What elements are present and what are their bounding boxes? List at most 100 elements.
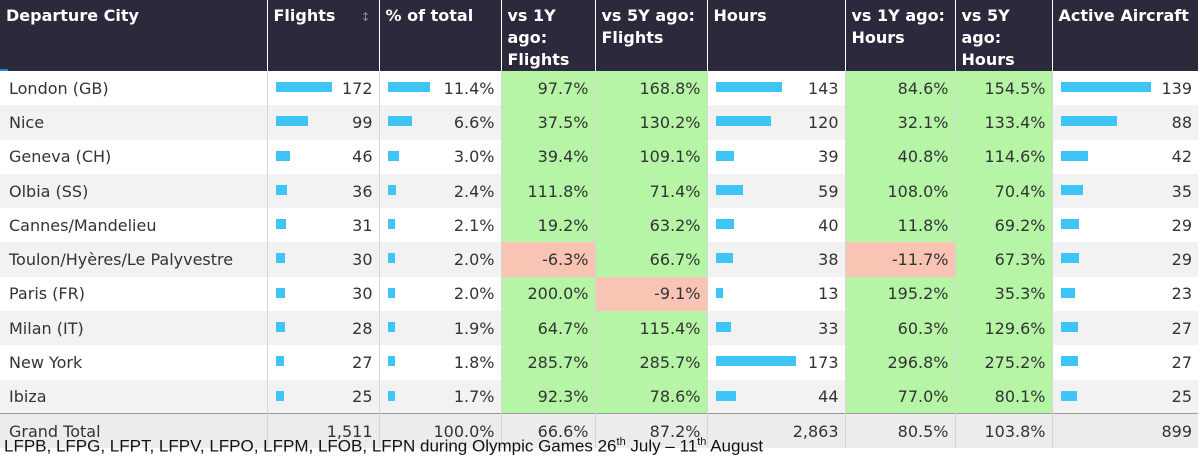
cell-value: 39.4% — [537, 147, 589, 167]
cell-active-aircraft: 25 — [1051, 379, 1198, 414]
cell-value: 39 — [818, 147, 839, 167]
cell-vs-1y-hours: -11.7% — [844, 242, 955, 277]
grand-total-row: Grand Total 1,511 100.0% 66.6% 87.2% 2,863 80.… — [0, 413, 1198, 448]
header-active-aircraft[interactable]: Active Aircraft — [1051, 0, 1198, 71]
cell-vs-5y-flights: 109.1% — [594, 139, 707, 174]
cell-vs-1y-hours: 84.6% — [844, 71, 955, 106]
cell-value: 173 — [807, 353, 839, 373]
cell-value: 36 — [352, 181, 373, 201]
cell-pct-of-total: 2.0% — [378, 242, 501, 277]
header-vs-5y-hours[interactable]: vs 5Y ago: Hours — [954, 0, 1052, 71]
cell-departure-city: Geneva (CH) — [0, 140, 267, 174]
cell-active-aircraft: 42 — [1051, 139, 1198, 174]
bar-pct-of-total — [387, 287, 395, 298]
total-vs-1y-hours: 80.5% — [844, 413, 955, 448]
cell-active-aircraft: 35 — [1051, 173, 1198, 209]
cell-value: 13 — [818, 284, 839, 304]
bar-flights — [275, 287, 286, 298]
header-label: Flights — [273, 6, 336, 25]
cell-value: 71.4% — [649, 181, 701, 201]
bar-flights — [275, 116, 308, 127]
cell-value: 143 — [807, 78, 839, 98]
cell-hours: 44 — [706, 379, 845, 414]
table-row: Geneva (CH) 46 3.0% 39.4% 109.1% 39 40.8% 114.6… — [0, 139, 1198, 174]
cell-value: 92.3% — [537, 387, 589, 407]
bar-flights — [275, 219, 286, 230]
header-row: Departure City Flights ↕ % of total vs 1Y ag… — [0, 0, 1198, 71]
cell-departure-city: New York — [0, 345, 267, 379]
cell-value: 28 — [352, 318, 373, 338]
cell-value: 31 — [352, 215, 373, 235]
cell-value: 35 — [1171, 181, 1192, 201]
cell-value: 275.2% — [984, 353, 1046, 373]
table-row: Cannes/Mandelieu 31 2.1% 19.2% 63.2% 40 11.8% 6… — [0, 208, 1198, 243]
cell-value: 172 — [341, 78, 373, 98]
cell-value: Toulon/Hyères/Le Palyvestre — [9, 250, 234, 270]
cell-value: 27 — [352, 353, 373, 373]
cell-pct-of-total: 2.1% — [378, 208, 501, 243]
cell-vs-1y-flights: 37.5% — [500, 105, 595, 140]
cell-vs-1y-hours: 11.8% — [844, 208, 955, 243]
cell-value: 114.6% — [984, 147, 1046, 167]
header-hours[interactable]: Hours — [706, 0, 845, 71]
header-label: Flights — [507, 50, 570, 69]
cell-value: 25 — [352, 387, 373, 407]
header-pct-of-total[interactable]: % of total — [378, 0, 501, 71]
cell-value: 69.2% — [994, 215, 1046, 235]
bar-hours — [715, 219, 734, 230]
cell-departure-city: Nice — [0, 105, 267, 140]
cell-vs-5y-hours: 80.1% — [954, 379, 1052, 414]
cell-value: 30 — [352, 284, 373, 304]
cell-flights: 28 — [266, 311, 379, 346]
cell-value: 67.3% — [994, 250, 1046, 270]
header-label: % of total — [385, 6, 474, 25]
cell-value: 30 — [352, 250, 373, 270]
header-vs-1y-flights[interactable]: vs 1Y ago: Flights — [500, 0, 595, 71]
header-vs-5y-flights[interactable]: vs 5Y ago: Flights — [594, 0, 707, 71]
cell-vs-5y-flights: 115.4% — [594, 311, 707, 346]
table-row: London (GB) 172 11.4% 97.7% 168.8% 143 84.6% 15… — [0, 71, 1198, 106]
cell-hours: 40 — [706, 208, 845, 243]
cell-departure-city: London (GB) — [0, 71, 267, 105]
cell-value: 133.4% — [984, 112, 1046, 132]
cell-value: 42 — [1171, 147, 1192, 167]
cell-value: 285.7% — [639, 353, 701, 373]
cell-value: -11.7% — [891, 250, 949, 270]
bar-pct-of-total — [387, 219, 396, 230]
cell-vs-5y-hours: 129.6% — [954, 311, 1052, 346]
cell-vs-1y-flights: 111.8% — [500, 173, 595, 209]
cell-departure-city: Paris (FR) — [0, 277, 267, 311]
cell-value: 115.4% — [639, 318, 701, 338]
cell-vs-1y-flights: 92.3% — [500, 379, 595, 414]
header-flights[interactable]: Flights ↕ — [266, 0, 379, 71]
header-label: Flights — [601, 28, 664, 47]
table-row: New York 27 1.8% 285.7% 285.7% 173 296.8% 275.2… — [0, 345, 1198, 380]
cell-value: 23 — [1171, 284, 1192, 304]
bar-pct-of-total — [387, 150, 399, 161]
header-departure-city[interactable]: Departure City — [0, 0, 267, 71]
cell-departure-city: Ibiza — [0, 379, 267, 414]
bar-pct-of-total — [387, 184, 397, 195]
total-active-aircraft: 899 — [1051, 413, 1198, 448]
cell-value: Ibiza — [9, 387, 47, 407]
cell-value: 35.3% — [994, 284, 1046, 304]
cell-vs-5y-flights: 63.2% — [594, 208, 707, 243]
cell-vs-1y-flights: -6.3% — [500, 242, 595, 277]
bar-flights — [275, 82, 332, 92]
cell-vs-1y-hours: 32.1% — [844, 105, 955, 140]
cell-flights: 46 — [266, 139, 379, 174]
header-vs-1y-hours[interactable]: vs 1Y ago: Hours — [844, 0, 955, 71]
footnote-sup-1: th — [616, 436, 626, 448]
cell-value: 154.5% — [984, 78, 1046, 98]
total-vs-5y-hours: 103.8% — [954, 413, 1052, 448]
cell-pct-of-total: 1.8% — [378, 345, 501, 380]
cell-value: 130.2% — [639, 112, 701, 132]
cell-vs-1y-hours: 195.2% — [844, 276, 955, 312]
cell-value: 27 — [1171, 318, 1192, 338]
bar-active-aircraft — [1060, 356, 1078, 367]
sort-descending-icon[interactable]: ↕ — [360, 10, 371, 24]
cell-pct-of-total: 11.4% — [378, 71, 501, 106]
cell-vs-5y-hours: 154.5% — [954, 71, 1052, 106]
header-label: Hours — [851, 28, 905, 47]
bar-hours — [715, 184, 743, 195]
